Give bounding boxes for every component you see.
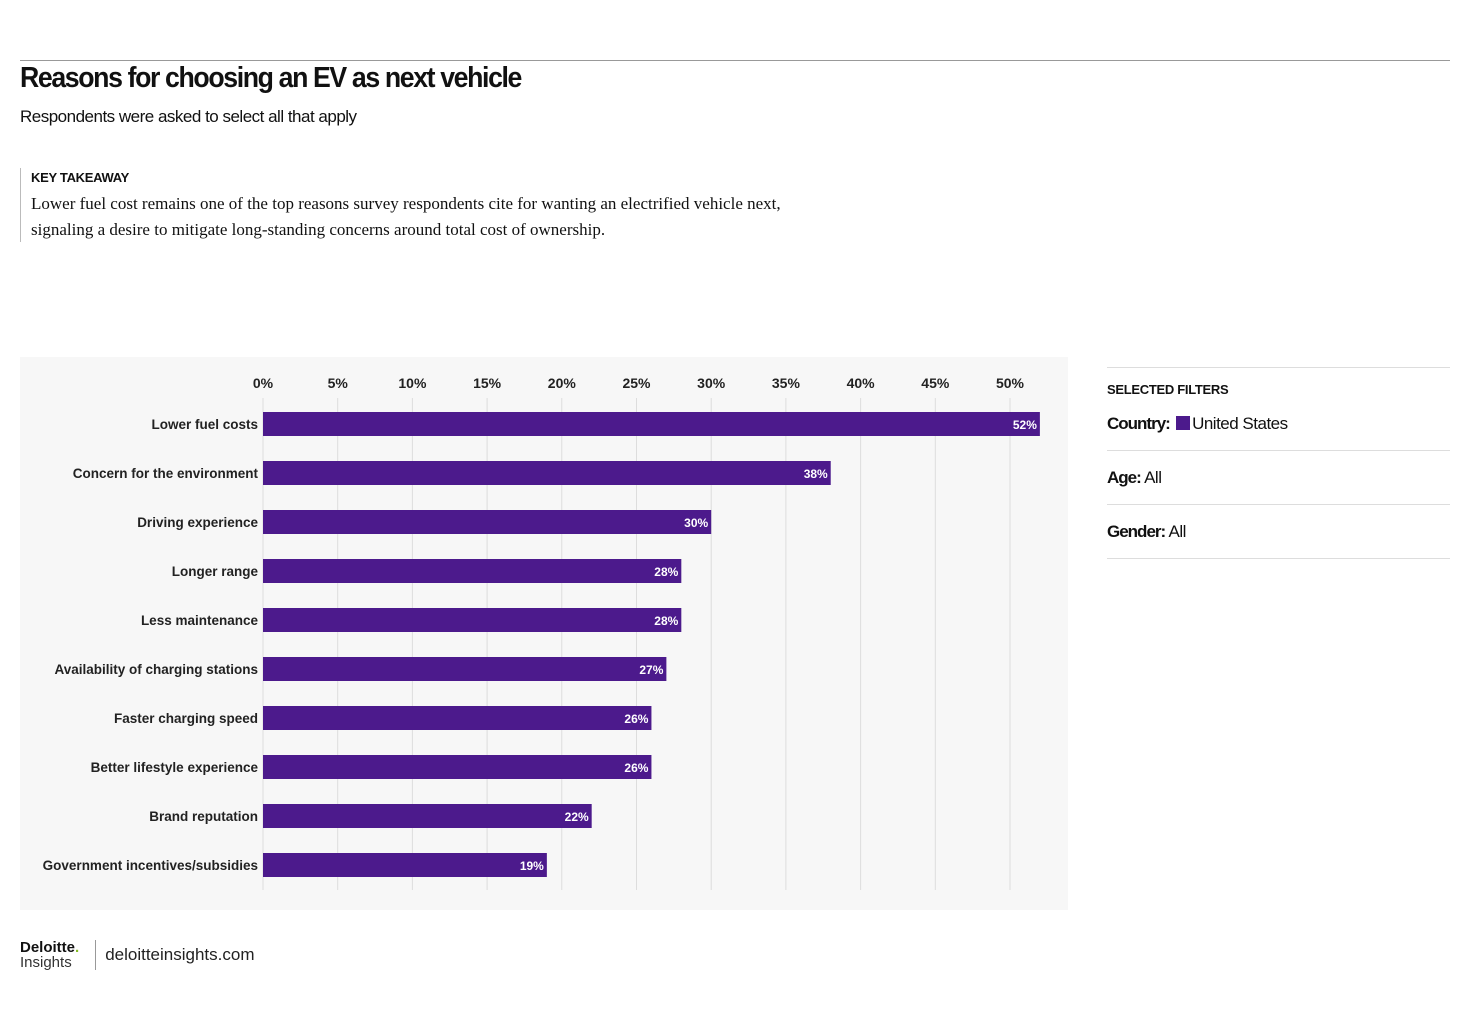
footer-divider [95, 940, 97, 970]
data-label: 38% [804, 467, 828, 481]
age-label: Age: [1107, 468, 1142, 487]
bar[interactable] [263, 706, 652, 730]
bar[interactable] [263, 461, 831, 485]
x-tick-label: 30% [697, 375, 726, 391]
country-swatch [1176, 416, 1191, 430]
x-tick-label: 45% [921, 375, 950, 391]
data-label: 28% [654, 565, 678, 579]
category-label: Availability of charging stations [54, 662, 258, 677]
category-label: Better lifestyle experience [91, 760, 259, 775]
takeaway-body: Lower fuel cost remains one of the top r… [31, 194, 781, 239]
x-tick-label: 35% [772, 375, 801, 391]
category-label: Lower fuel costs [151, 417, 258, 432]
data-label: 52% [1013, 418, 1037, 432]
gender-label: Gender: [1107, 522, 1166, 541]
footer: Deloitte. Insights deloitteinsights.com [20, 940, 255, 970]
data-label: 26% [624, 712, 648, 726]
bar[interactable] [263, 608, 682, 632]
country-label: Country: [1107, 414, 1171, 433]
selected-filters: SELECTED FILTERS Country: United States … [1107, 367, 1450, 559]
x-tick-label: 25% [622, 375, 651, 391]
data-label: 19% [520, 859, 544, 873]
filter-age: Age: All [1107, 451, 1450, 505]
category-label: Faster charging speed [114, 711, 258, 726]
deloitte-insights-logo[interactable]: Deloitte. Insights [20, 940, 79, 970]
key-takeaway: KEY TAKEAWAY Lower fuel cost remains one… [20, 168, 821, 242]
category-label: Government incentives/subsidies [43, 858, 258, 873]
country-value: United States [1192, 414, 1288, 433]
data-label: 30% [684, 516, 708, 530]
category-label: Brand reputation [149, 809, 258, 824]
category-label: Driving experience [137, 515, 258, 530]
takeaway-heading: KEY TAKEAWAY [31, 170, 130, 185]
data-label: 26% [624, 761, 648, 775]
top-rule [20, 60, 1450, 61]
bar[interactable] [263, 412, 1040, 436]
bar[interactable] [263, 559, 682, 583]
logo-bottom: Insights [20, 954, 72, 971]
filter-gender: Gender: All [1107, 505, 1450, 559]
logo-top: Deloitte [20, 939, 76, 956]
bar[interactable] [263, 804, 592, 828]
category-label: Longer range [172, 564, 259, 579]
bar[interactable] [263, 755, 652, 779]
x-tick-label: 5% [328, 375, 349, 391]
data-label: 27% [639, 663, 663, 677]
x-tick-label: 10% [398, 375, 427, 391]
gender-value: All [1168, 522, 1186, 541]
x-tick-label: 15% [473, 375, 502, 391]
bar[interactable] [263, 510, 712, 534]
category-label: Less maintenance [141, 613, 259, 628]
category-label: Concern for the environment [73, 466, 259, 481]
page-title: Reasons for choosing an EV as next vehic… [20, 62, 522, 94]
data-label: 22% [565, 810, 589, 824]
age-value: All [1144, 468, 1162, 487]
bar[interactable] [263, 853, 547, 877]
site-link[interactable]: deloitteinsights.com [105, 945, 255, 964]
page-subtitle: Respondents were asked to select all tha… [20, 107, 357, 126]
bar[interactable] [263, 657, 667, 681]
filter-country: Country: United States [1107, 397, 1450, 451]
x-tick-label: 40% [847, 375, 876, 391]
logo-dot: . [75, 939, 80, 956]
filters-heading: SELECTED FILTERS [1107, 382, 1229, 397]
x-tick-label: 20% [548, 375, 577, 391]
x-tick-label: 0% [253, 375, 274, 391]
data-label: 28% [654, 614, 678, 628]
x-tick-label: 50% [996, 375, 1025, 391]
